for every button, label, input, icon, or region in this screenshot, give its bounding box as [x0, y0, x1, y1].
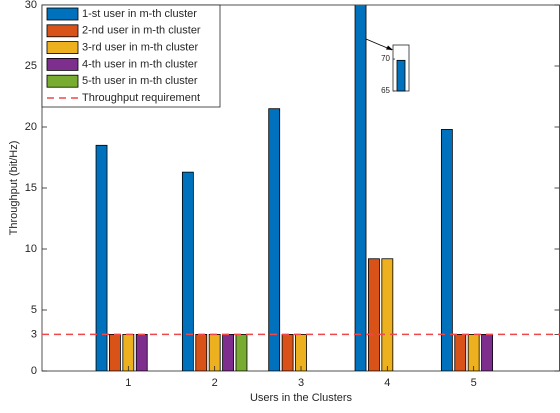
legend-swatch	[46, 41, 79, 54]
bar	[295, 333, 307, 371]
x-tick-label: 4	[384, 377, 390, 389]
inset-tick-label: 70	[381, 54, 390, 63]
bar	[222, 333, 234, 371]
y-tick-label: 10	[25, 243, 37, 255]
bar	[481, 333, 493, 371]
y-axis-label: Throughput (bit/Hz)	[8, 141, 20, 236]
y-tick-label: 25	[25, 60, 37, 72]
legend	[41, 4, 221, 108]
x-tick-label: 5	[471, 377, 477, 389]
y-tick-label: 20	[25, 121, 37, 133]
bar	[454, 333, 467, 371]
inset-tick-label: 65	[381, 86, 390, 95]
bar	[135, 333, 148, 371]
bar	[109, 333, 121, 371]
legend-label: 4-th user in m-th cluster	[82, 58, 198, 70]
arrow-head	[386, 45, 393, 50]
y-tick-label: 5	[31, 304, 37, 316]
bar	[235, 333, 248, 371]
legend-label: 5-th user in m-th cluster	[82, 75, 198, 87]
legend-label: 2-nd user in m-th cluster	[82, 25, 201, 37]
legend-swatch	[46, 58, 79, 71]
bar	[368, 258, 380, 371]
y-tick-label: 0	[31, 365, 37, 377]
x-tick-label: 1	[125, 377, 131, 389]
legend-swatch	[46, 24, 79, 38]
legend-label: Throughput requirement	[82, 92, 200, 104]
x-tick-label: 3	[298, 377, 304, 389]
legend-label: 3-rd user in m-th cluster	[82, 42, 198, 54]
bar	[281, 333, 294, 371]
bar	[440, 129, 453, 371]
x-axis-label: Users in the Clusters	[250, 392, 353, 404]
legend-swatch	[46, 7, 79, 21]
y-tick-label: 3	[31, 328, 37, 340]
bar	[95, 144, 108, 371]
bar	[208, 333, 221, 371]
bar	[181, 171, 194, 371]
y-tick-label: 30	[25, 0, 37, 11]
bar	[122, 333, 135, 371]
y-tick-label: 15	[25, 182, 37, 194]
x-tick-label: 2	[212, 377, 218, 389]
legend-swatch	[46, 74, 79, 88]
bar	[381, 258, 394, 371]
bar	[268, 108, 281, 371]
bar	[467, 333, 480, 371]
bar	[195, 333, 208, 371]
bar	[354, 5, 367, 371]
legend-label: 1-st user in m-th cluster	[82, 8, 197, 20]
inset-bar	[396, 59, 406, 92]
